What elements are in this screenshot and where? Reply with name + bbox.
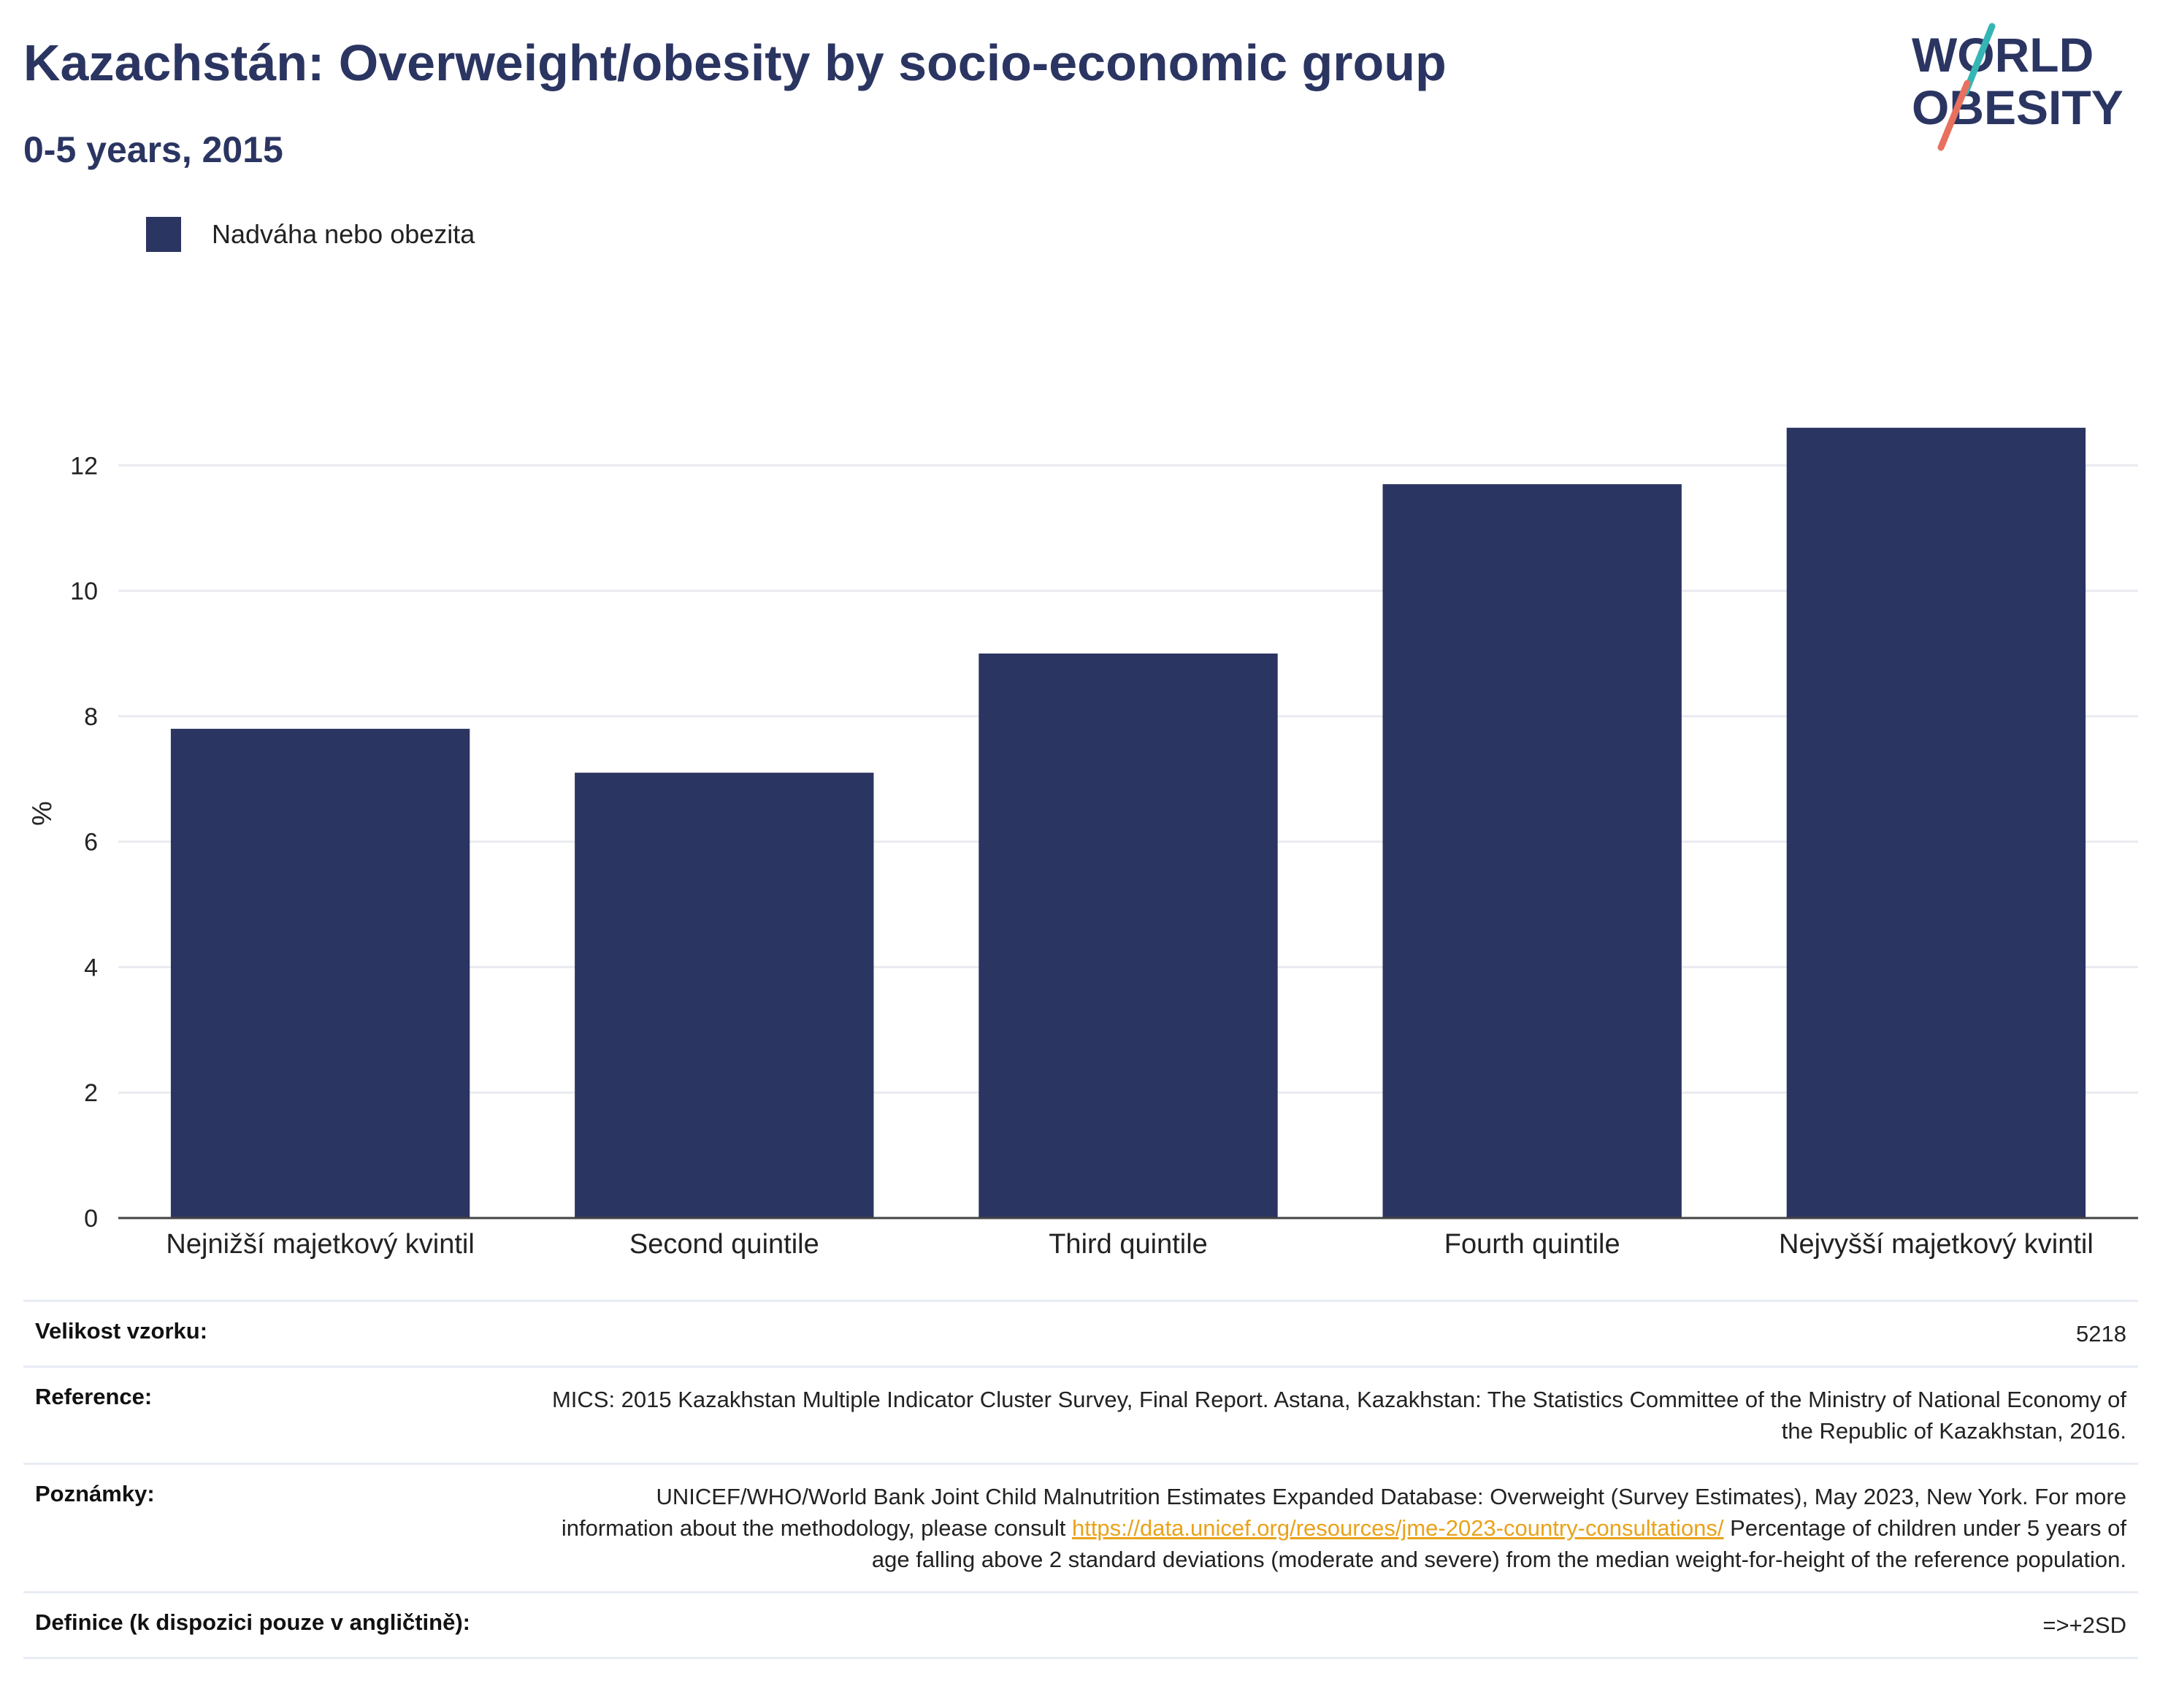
notes-link[interactable]: https://data.unicef.org/resources/jme-20…	[1071, 1515, 1724, 1541]
logo-line-world: WORLD	[1912, 28, 2094, 82]
sample-size-row: Velikost vzorku: 5218	[23, 1300, 2138, 1366]
bar	[1382, 484, 1682, 1218]
definition-label: Definice (k dispozici pouze v angličtině…	[35, 1609, 470, 1635]
legend-swatch	[146, 217, 181, 252]
y-axis-label: %	[27, 801, 58, 826]
y-tick-label: 12	[70, 452, 98, 480]
world-obesity-logo: WORLD OBESITY	[1912, 23, 2123, 151]
x-tick-label: Nejvyšší majetkový kvintil	[1779, 1229, 2094, 1260]
definition-row: Definice (k dispozici pouze v angličtině…	[23, 1591, 2138, 1659]
notes-text-after: Percentage of children under 5 years of …	[871, 1515, 2126, 1572]
x-tick-label: Third quintile	[1049, 1229, 1208, 1260]
definition-value: =>+2SD	[2042, 1612, 2126, 1638]
metadata-table: Velikost vzorku: 5218 Reference: MICS: 2…	[23, 1300, 2138, 1659]
bar-chart: 0 2 4 6 8 10 12% Nejnižší majetkový kvintil Seco…	[27, 427, 2138, 1260]
logo-slash-teal	[1962, 23, 1996, 96]
notes-value: UNICEF/WHO/World Bank Joint Child Malnut…	[549, 1481, 2126, 1575]
legend-label: Nadváha nebo obezita	[212, 219, 475, 249]
bar	[575, 773, 874, 1218]
sample-size-value: 5218	[2076, 1321, 2126, 1347]
y-tick-label: 6	[84, 829, 98, 857]
chart-subtitle: 0-5 years, 2015	[23, 129, 283, 170]
reference-row: Reference: MICS: 2015 Kazakhstan Multipl…	[23, 1366, 2138, 1463]
notes-text-before: UNICEF/WHO/World Bank Joint Child Malnut…	[561, 1484, 2126, 1541]
x-tick-label: Nejnižší majetkový kvintil	[166, 1229, 474, 1260]
bar	[170, 729, 470, 1218]
chart-title: Kazachstán: Overweight/obesity by socio-…	[23, 34, 1447, 91]
x-tick-label: Second quintile	[629, 1229, 819, 1260]
legend: Nadváha nebo obezita	[146, 216, 475, 253]
y-tick-label: 10	[70, 578, 98, 605]
y-tick-label: 2	[84, 1079, 98, 1107]
logo-slash-coral	[1937, 80, 1971, 151]
reference-value: MICS: 2015 Kazakhstan Multiple Indicator…	[551, 1387, 2126, 1444]
y-tick-label: 4	[84, 954, 98, 981]
sample-size-label: Velikost vzorku:	[35, 1318, 208, 1344]
y-tick-label: 0	[84, 1205, 98, 1233]
y-tick-label: 8	[84, 703, 98, 731]
bar	[1786, 427, 2086, 1218]
reference-label: Reference:	[35, 1384, 153, 1409]
bar	[978, 653, 1278, 1218]
notes-row: Poznámky: UNICEF/WHO/World Bank Joint Ch…	[23, 1463, 2138, 1591]
x-tick-label: Fourth quintile	[1444, 1229, 1620, 1260]
notes-label: Poznámky:	[35, 1481, 155, 1506]
